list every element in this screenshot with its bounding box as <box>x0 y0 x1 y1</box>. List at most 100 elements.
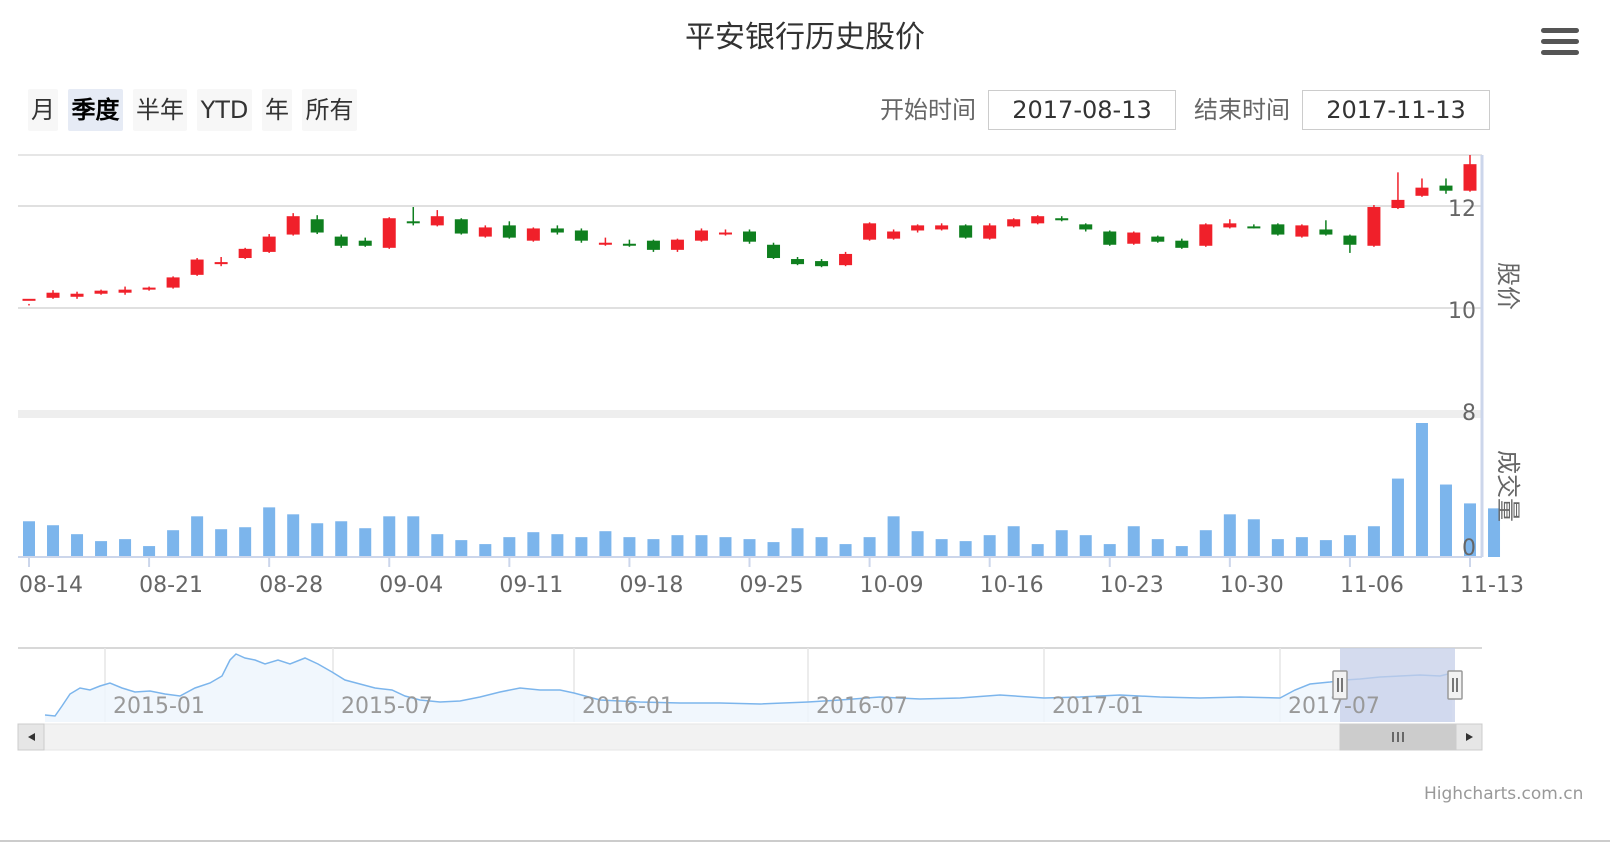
candle-body <box>791 259 805 265</box>
volume-bar <box>911 531 924 557</box>
start-date-input[interactable] <box>988 90 1176 130</box>
navigator-scrollbar <box>17 723 1483 751</box>
x-tick-label: 09-11 <box>499 573 563 598</box>
candle-body <box>1151 236 1165 242</box>
candle-body <box>1439 185 1453 191</box>
candle-body <box>1415 187 1429 196</box>
candle <box>1463 155 1477 192</box>
volume-bar <box>383 516 396 557</box>
candle-body <box>959 225 973 238</box>
scrollbar-right-arrow-button[interactable] <box>1455 723 1483 751</box>
volume-bar <box>1343 535 1356 557</box>
candle <box>406 207 420 226</box>
price-tick-label: 12 <box>1448 197 1476 222</box>
scrollbar-left-arrow-button[interactable] <box>17 723 45 751</box>
candle <box>839 251 853 267</box>
candle-body <box>1223 223 1237 228</box>
volume-bar <box>263 507 276 557</box>
candle <box>22 298 36 306</box>
volume-bar <box>551 534 564 557</box>
volume-bar <box>863 537 876 557</box>
pane-separator <box>18 410 1482 418</box>
candle-body <box>694 230 708 241</box>
candle <box>791 257 805 266</box>
candle-body <box>1031 216 1045 224</box>
navigator-tick-label: 2017-01 <box>1052 694 1144 719</box>
candle-body <box>670 239 684 250</box>
candle <box>502 221 516 239</box>
candle-body <box>1103 231 1117 245</box>
candle-body <box>935 225 949 230</box>
candle <box>142 286 156 291</box>
credits-link[interactable]: Highcharts.com.cn <box>1424 784 1584 804</box>
candle <box>1103 230 1117 246</box>
candle <box>166 276 180 289</box>
candle-body <box>262 236 276 252</box>
end-date-input[interactable] <box>1302 90 1490 130</box>
candle <box>238 247 252 260</box>
volume-bar <box>527 532 540 557</box>
volume-bar <box>647 539 660 557</box>
candle <box>887 229 901 240</box>
candle <box>574 228 588 243</box>
candle-body <box>190 259 204 275</box>
price-axis-title: 股价 <box>1494 262 1522 310</box>
volume-bar <box>671 535 684 557</box>
candle <box>454 218 468 235</box>
candle-body <box>358 240 372 246</box>
candle <box>1199 223 1213 247</box>
candle <box>1175 238 1189 249</box>
handle-box <box>1447 670 1463 700</box>
candle <box>214 257 228 267</box>
candle <box>935 223 949 231</box>
chart-title: 平安银行历史股价 <box>685 20 925 55</box>
navigator-right-handle[interactable] <box>1447 670 1463 700</box>
candle-body <box>839 253 853 266</box>
range-button-all[interactable]: 所有 <box>302 89 357 131</box>
candle <box>70 291 84 299</box>
candle <box>1007 218 1021 228</box>
candle-body <box>454 219 468 234</box>
candle <box>262 234 276 253</box>
scrollbar-track <box>17 723 1483 751</box>
candle <box>743 229 756 244</box>
volume-bar <box>335 521 348 557</box>
scrollbar-thumb[interactable] <box>1339 723 1457 751</box>
volume-bar <box>767 542 780 557</box>
volume-bar <box>1007 526 1020 557</box>
range-button-year[interactable]: 年 <box>262 89 292 131</box>
candle <box>94 289 108 295</box>
candle-body <box>406 221 420 224</box>
hamburger-menu-icon[interactable] <box>1541 28 1579 60</box>
range-button-quarter[interactable]: 季度 <box>68 89 123 131</box>
navigator-tick-label: 2016-01 <box>582 694 674 719</box>
volume-bar <box>1391 478 1404 557</box>
chevron-right-icon <box>1466 733 1473 741</box>
range-button-ytd[interactable]: YTD <box>197 89 252 131</box>
candle-body <box>1175 240 1189 248</box>
x-tick-label: 10-16 <box>980 573 1044 598</box>
volume-bar <box>215 529 228 557</box>
candle <box>430 210 444 227</box>
volume-bar <box>623 537 636 557</box>
navigator-left-handle[interactable] <box>1332 670 1348 700</box>
candle <box>1223 219 1237 229</box>
candle-body <box>1391 199 1405 209</box>
volume-bar <box>1055 530 1068 557</box>
candle <box>622 239 636 247</box>
candle <box>1055 216 1069 222</box>
range-button-month[interactable]: 月 <box>28 89 58 131</box>
volume-bar <box>1199 530 1212 557</box>
volume-bar <box>71 534 84 557</box>
volume-bar <box>359 528 372 557</box>
range-button-half-year[interactable]: 半年 <box>133 89 187 131</box>
volume-bar <box>1223 514 1236 557</box>
candle <box>1391 172 1405 210</box>
candle <box>1031 215 1045 225</box>
candle <box>1271 223 1285 236</box>
x-tick-label: 08-28 <box>259 573 323 598</box>
price-tick-label: 10 <box>1448 299 1476 324</box>
candle-body <box>238 248 252 259</box>
volume-bar <box>887 516 900 557</box>
